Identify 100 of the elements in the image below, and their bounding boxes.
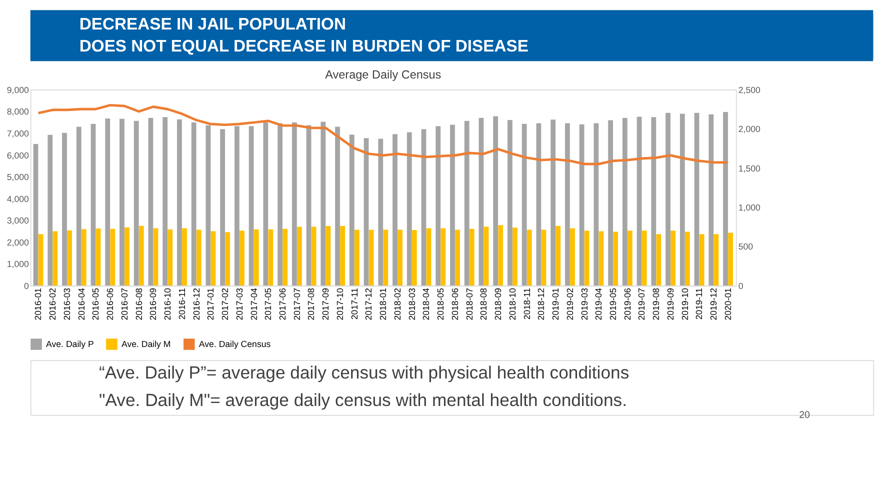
line-series [37, 104, 730, 166]
bar [105, 118, 110, 286]
y2-tick-label: 0 [738, 280, 744, 291]
bar [67, 230, 72, 286]
y-tick-label: 2,000 [6, 237, 30, 248]
x-tick-label: 2019-05 [608, 288, 618, 320]
bar [541, 230, 546, 286]
bar [436, 126, 441, 286]
bar [522, 124, 527, 286]
bar [421, 129, 426, 286]
x-tick-label: 2019-03 [579, 288, 590, 320]
bar [311, 226, 316, 286]
bar [670, 230, 676, 286]
bar [651, 117, 656, 286]
x-tick-label: 2018-08 [478, 288, 489, 320]
bar [134, 120, 139, 286]
x-tick-label: 2018-11 [522, 288, 532, 320]
x-tick-label: 2016-05 [90, 288, 101, 320]
x-tick-label: 2019-11 [694, 288, 704, 320]
bar [728, 232, 733, 286]
x-tick-label: 2017-02 [220, 288, 230, 320]
x-tick-label: 2017-12 [364, 288, 374, 320]
bar [613, 232, 618, 286]
x-tick-label: 2018-03 [406, 288, 417, 320]
bar [210, 231, 216, 286]
legend-label: Ave. Daily M [122, 339, 171, 350]
x-tick-label: 2016-07 [119, 288, 130, 320]
bar [177, 119, 182, 286]
bar [33, 144, 38, 286]
bar [234, 126, 240, 286]
bar [96, 228, 101, 286]
bar [349, 134, 354, 286]
bar [484, 226, 489, 286]
bar [680, 114, 685, 286]
bar [498, 225, 504, 286]
bar [666, 112, 670, 286]
x-tick-label: 2018-02 [392, 288, 402, 320]
text: "Ave. Daily M"= average daily census with mental health conditions. [98, 390, 627, 410]
x-tick-label: 2019-10 [680, 288, 690, 320]
legend-label: Ave. Daily Census [198, 339, 272, 350]
bar [81, 229, 86, 286]
y-tick-label: 5,000 [6, 172, 30, 182]
x-tick-label: 2017-10 [334, 288, 345, 320]
chart-title: DECREASE IN JAIL POPULATION DOES NOT EQUAL DECREASE IN BURDEN OF DISEASE [79, 14, 528, 56]
x-tick-label: 2016-01 [33, 288, 44, 320]
x-tick-label: 2019-01 [550, 288, 561, 320]
bar [512, 228, 518, 286]
bar [383, 230, 388, 286]
bar [254, 229, 259, 286]
y-tick-label: 4,000 [6, 194, 30, 204]
bar [182, 228, 187, 286]
legend-label: Ave. Daily P [46, 339, 94, 350]
x-tick-label: 2016-03 [62, 288, 72, 320]
bar [556, 226, 561, 286]
x-tick-label: 2017-11 [349, 288, 360, 320]
x-tick-label: 2017-03 [234, 288, 244, 320]
bar [723, 112, 728, 286]
bar [52, 231, 58, 286]
bar [120, 118, 124, 286]
x-tick-label: 2019-06 [622, 288, 632, 320]
text: 20 [799, 410, 811, 421]
bar [594, 123, 599, 286]
bar [455, 230, 460, 286]
bar [469, 228, 474, 286]
x-tick-label: 2016-08 [134, 288, 144, 320]
bar [579, 124, 584, 286]
x-tick-label: 2017-01 [206, 288, 216, 320]
x-tick-label: 2017-08 [306, 288, 316, 320]
bar [406, 132, 412, 286]
bar [714, 234, 719, 286]
bar [426, 228, 432, 286]
bar [124, 227, 130, 286]
bar [48, 134, 53, 286]
x-tick-label: 2019-09 [665, 288, 676, 320]
x-tick-label: 2019-02 [564, 288, 575, 320]
bar [148, 118, 154, 286]
y-tick-label: 3,000 [6, 216, 30, 226]
bar [248, 126, 254, 286]
bar [628, 230, 632, 286]
x-tick-label: 2016-10 [162, 288, 173, 320]
bar [368, 230, 374, 286]
y-tick-label: 7,000 [6, 128, 30, 138]
bar [292, 122, 297, 286]
text: “Ave. Daily P”= average daily census with physical health conditions [98, 362, 630, 383]
bar [168, 229, 173, 286]
x-tick-label: 2016-04 [76, 288, 86, 320]
x-tick-label: 2016-06 [105, 288, 116, 320]
bar [526, 230, 532, 286]
bar [536, 123, 542, 286]
bar [508, 120, 512, 286]
bar [225, 232, 230, 286]
x-tick-label: 2017-05 [263, 288, 274, 320]
y2-tick-label: 1,500 [738, 163, 760, 174]
x-tick-label: 2018-10 [507, 288, 518, 320]
bar [699, 234, 704, 286]
bar [598, 231, 604, 286]
bar [622, 118, 628, 286]
y-tick-label: 1,000 [6, 259, 30, 270]
bar [282, 228, 288, 286]
bar [110, 228, 116, 286]
